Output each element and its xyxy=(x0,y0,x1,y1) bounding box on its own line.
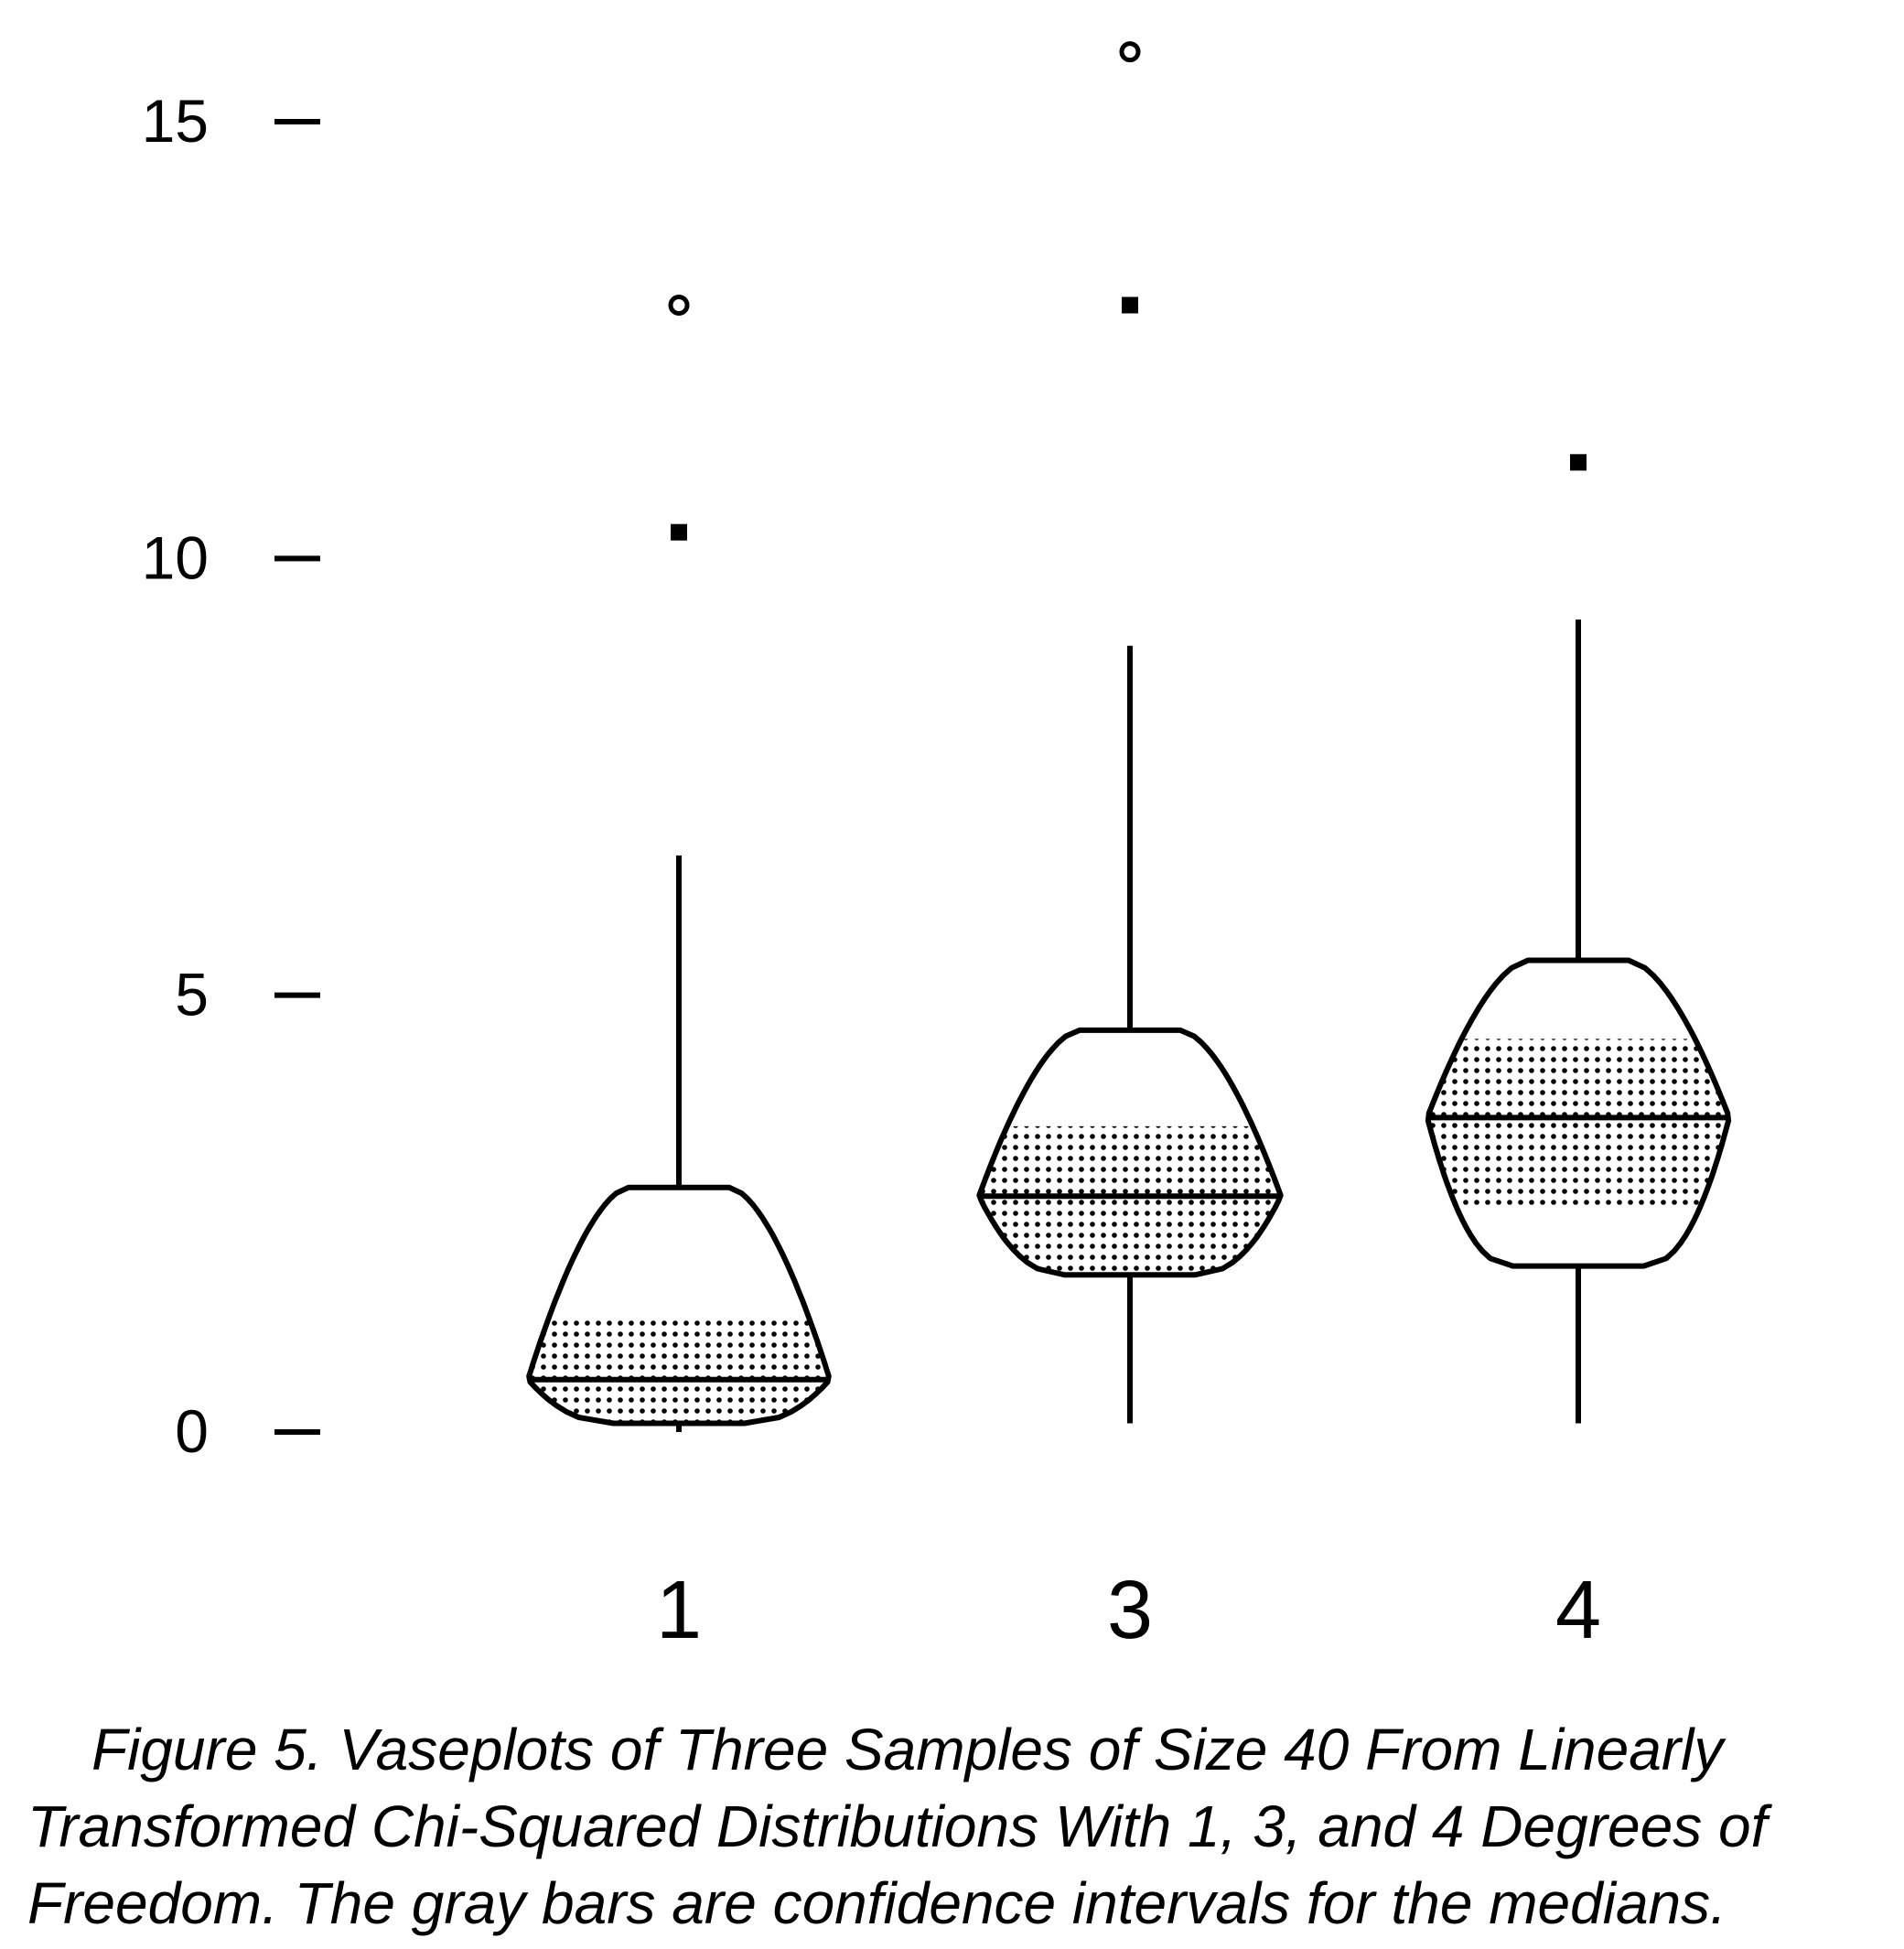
x-category-label: 3 xyxy=(1107,1565,1153,1656)
outlier-square xyxy=(1122,296,1138,314)
outlier-square xyxy=(1570,454,1587,471)
figure-caption: Figure 5. Vaseplots of Three Samples of … xyxy=(27,1711,1885,1942)
y-tick-label: 15 xyxy=(142,87,209,155)
outlier-circle xyxy=(1119,41,1141,63)
caption-line-3: Freedom. The gray bars are confidence in… xyxy=(27,1870,1727,1936)
outlier-circle xyxy=(668,294,690,316)
y-tick-label: 0 xyxy=(175,1397,209,1465)
vaseplot-chart: 0 5 10 15 1 3 4 xyxy=(142,41,1732,1656)
y-tick-label: 10 xyxy=(142,523,209,591)
y-tick-label: 5 xyxy=(175,961,209,1028)
caption-line-1: Figure 5. Vaseplots of Three Samples of … xyxy=(91,1717,1724,1782)
vase-outline xyxy=(526,1184,832,1427)
x-category-label: 4 xyxy=(1555,1565,1601,1656)
caption-line-2: Transformed Chi-Squared Distributions Wi… xyxy=(27,1793,1768,1859)
x-axis: 1 3 4 xyxy=(656,1565,1601,1656)
x-category-label: 1 xyxy=(656,1565,702,1656)
outlier-square xyxy=(671,523,687,541)
median-confidence-band xyxy=(979,1125,1281,1276)
vase-4 xyxy=(1425,454,1732,1424)
y-axis: 0 5 10 15 xyxy=(142,87,320,1465)
vase-outline xyxy=(1425,957,1732,1269)
median-confidence-band xyxy=(1427,1039,1729,1205)
vases-group xyxy=(526,41,1732,1432)
median-confidence-band xyxy=(529,1318,829,1424)
vase-1 xyxy=(526,294,832,1432)
vase-3 xyxy=(976,41,1284,1424)
